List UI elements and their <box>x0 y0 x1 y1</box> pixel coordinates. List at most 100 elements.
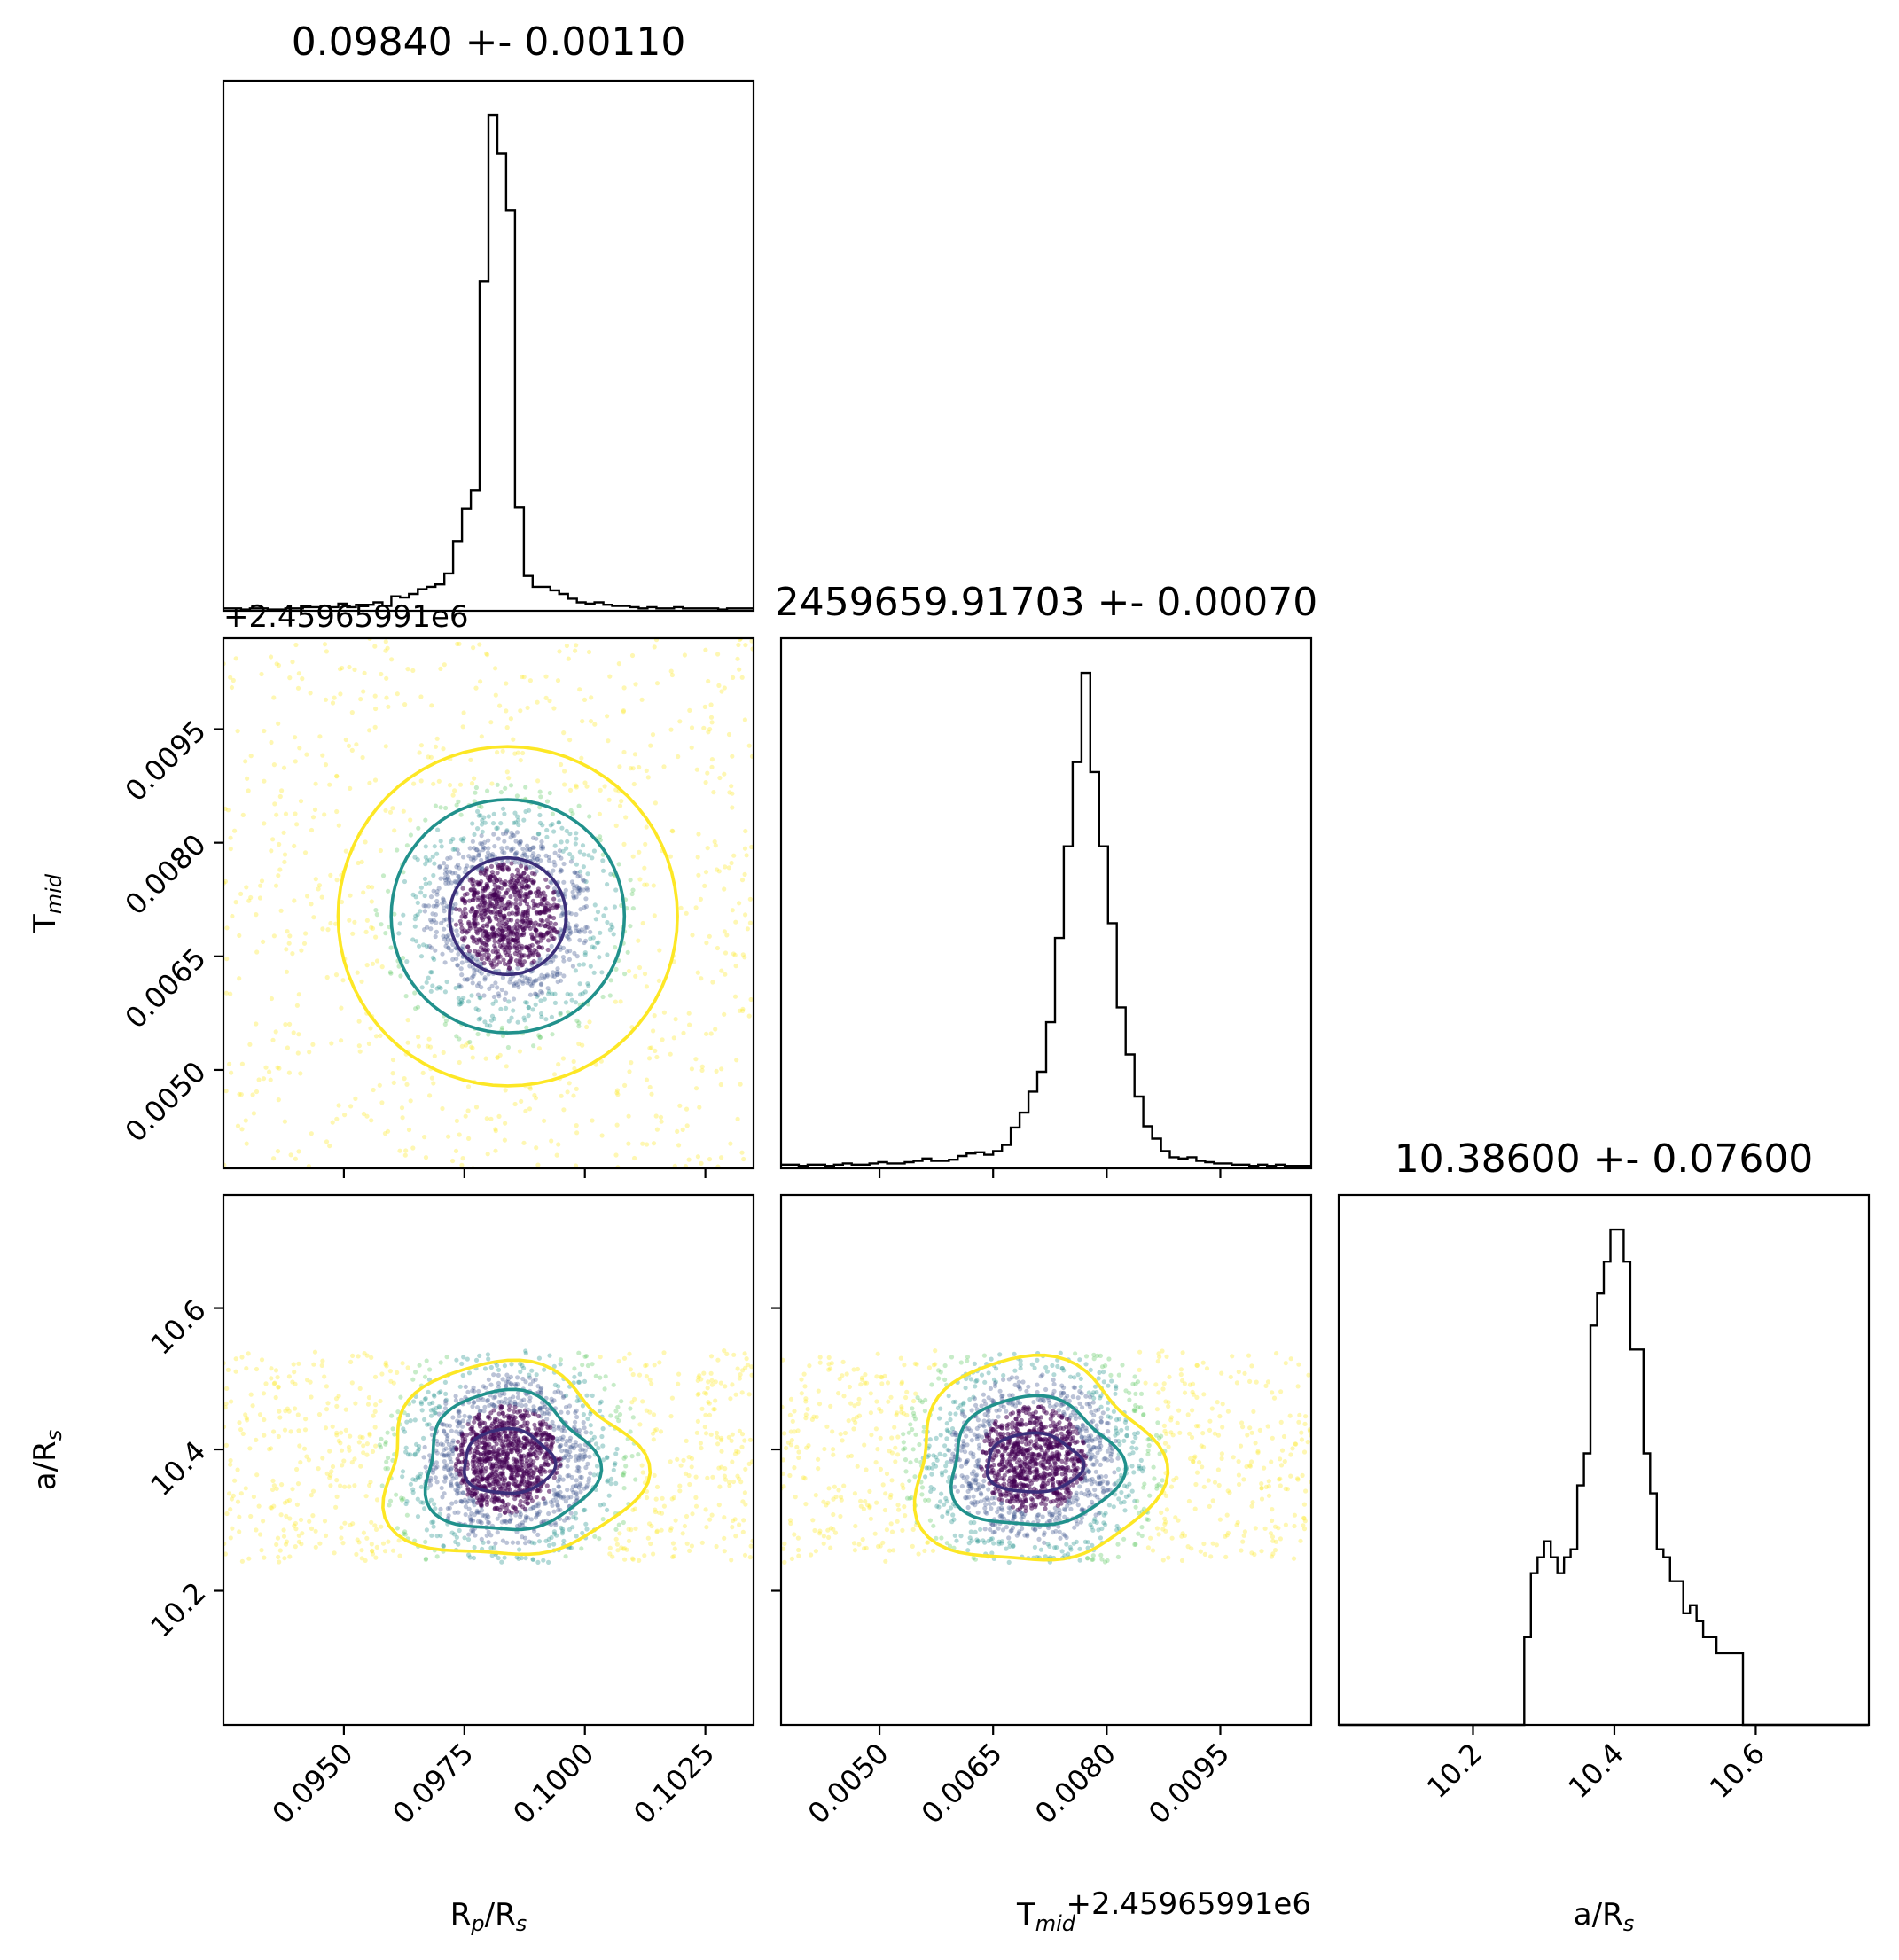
scatter-point <box>522 910 528 916</box>
scatter-point <box>449 938 454 943</box>
scatter-point <box>293 642 299 648</box>
scatter-point <box>578 887 583 893</box>
scatter-point <box>895 1452 901 1457</box>
scatter-point <box>566 1457 571 1463</box>
scatter-point <box>587 1454 592 1459</box>
scatter-point <box>448 1447 453 1452</box>
scatter-point <box>495 871 500 876</box>
scatter-point <box>497 1512 503 1518</box>
scatter-point <box>488 1382 494 1387</box>
scatter-point <box>561 1455 567 1460</box>
scatter-point <box>603 1374 608 1379</box>
scatter-point <box>559 913 564 918</box>
scatter-point <box>559 868 565 873</box>
scatter-point <box>729 860 734 866</box>
scatter-point <box>430 854 435 859</box>
scatter-point <box>457 1000 463 1005</box>
scatter-point <box>732 994 738 999</box>
scatter-point <box>745 926 751 932</box>
scatter-point <box>512 1381 518 1387</box>
scatter-point <box>372 693 378 699</box>
scatter-point <box>525 1515 530 1520</box>
scatter-point <box>466 854 472 859</box>
scatter-point <box>410 1487 416 1492</box>
scatter-point <box>572 1066 577 1072</box>
scatter-point <box>524 1025 529 1030</box>
scatter-point <box>319 894 324 900</box>
scatter-point <box>330 1424 335 1429</box>
scatter-point <box>600 1426 606 1432</box>
scatter-point <box>356 1019 362 1024</box>
scatter-point <box>275 1535 281 1541</box>
scatter-point <box>505 866 511 871</box>
scatter-point <box>285 1499 290 1504</box>
scatter-point <box>469 1517 474 1522</box>
scatter-point <box>566 1010 571 1015</box>
scatter-point <box>713 843 718 848</box>
scatter-point <box>580 843 586 848</box>
scatter-point <box>509 956 514 961</box>
scatter-point <box>494 962 499 967</box>
scatter-point <box>482 868 488 873</box>
scatter-point <box>703 1507 708 1512</box>
scatter-point <box>283 1022 288 1027</box>
scatter-point <box>423 862 428 867</box>
scatter-point <box>291 1030 296 1035</box>
scatter-point <box>828 1403 833 1409</box>
scatter-point <box>281 1527 286 1533</box>
scatter-point <box>373 706 379 712</box>
scatter-point <box>453 922 459 927</box>
scatter-point <box>567 1472 572 1478</box>
scatter-point <box>476 980 482 986</box>
scatter-point <box>479 857 484 863</box>
scatter-point <box>502 839 507 844</box>
scatter-point <box>743 912 748 918</box>
scatter-point <box>511 846 516 851</box>
scatter-point <box>1132 1498 1137 1503</box>
scatter-point <box>446 1468 451 1473</box>
scatter-point <box>1138 1457 1144 1463</box>
scatter-point <box>578 1448 583 1453</box>
scatter-point <box>602 784 607 789</box>
scatter-point <box>695 1418 701 1424</box>
scatter-point <box>598 930 603 935</box>
scatter-point <box>717 775 723 781</box>
scatter-point <box>230 1526 235 1531</box>
scatter-point <box>1127 1452 1132 1457</box>
scatter-point <box>281 765 287 770</box>
scatter-point <box>496 1464 503 1469</box>
scatter-point <box>448 1472 453 1477</box>
scatter-point <box>512 945 518 950</box>
scatter-point <box>579 1546 584 1551</box>
scatter-point <box>582 1507 588 1512</box>
scatter-point <box>325 1401 331 1406</box>
scatter-point <box>684 1123 690 1128</box>
scatter-point <box>523 1514 529 1519</box>
scatter-point <box>418 885 424 890</box>
scatter-point <box>475 1519 481 1524</box>
scatter-point <box>711 1407 716 1412</box>
scatter-point <box>362 670 367 676</box>
scatter-point <box>489 983 495 988</box>
scatter-point <box>732 1517 738 1522</box>
scatter-point <box>975 1462 981 1467</box>
scatter-point <box>689 1464 694 1470</box>
scatter-point <box>1064 1424 1069 1430</box>
scatter-point <box>383 1440 388 1445</box>
scatter-point <box>434 929 439 934</box>
scatter-point <box>574 1408 579 1413</box>
scatter-point <box>551 1531 558 1536</box>
scatter-point <box>747 1437 754 1442</box>
scatter-point <box>1278 1463 1285 1468</box>
scatter-point <box>571 1093 576 1098</box>
scatter-point <box>737 1376 743 1381</box>
scatter-point <box>586 853 591 858</box>
scatter-point <box>254 949 260 955</box>
scatter-point <box>446 1453 451 1458</box>
scatter-point <box>557 649 562 654</box>
scatter-point <box>406 1452 411 1457</box>
scatter-point <box>621 1472 627 1478</box>
scatter-point <box>508 1449 513 1455</box>
scatter-point <box>531 905 536 910</box>
scatter-point <box>553 954 559 959</box>
